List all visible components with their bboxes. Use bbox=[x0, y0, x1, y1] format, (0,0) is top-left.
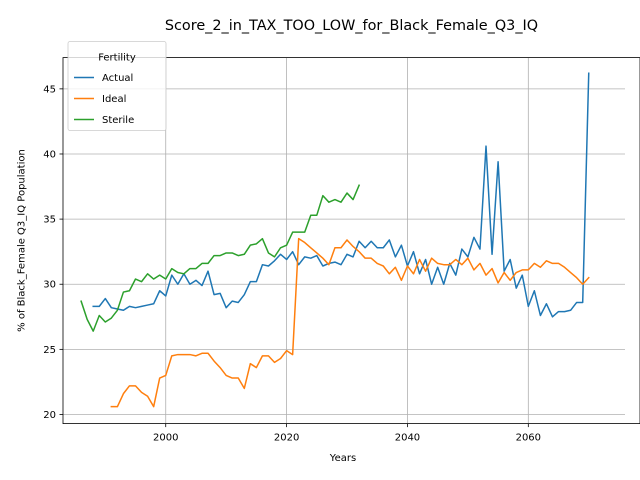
plot-frame bbox=[62, 57, 640, 424]
y-tick-label: 45 bbox=[43, 84, 56, 95]
legend-box bbox=[67, 41, 167, 131]
y-tick-label: 25 bbox=[43, 345, 56, 356]
legend-label-ideal: Ideal bbox=[102, 94, 126, 105]
series-line-sterile bbox=[80, 184, 361, 332]
series-lines bbox=[80, 72, 590, 408]
x-tick-label: 2060 bbox=[516, 433, 541, 444]
x-tick-label: 2000 bbox=[153, 433, 178, 444]
x-axis-ticks: 2000 2020 2040 2060 bbox=[153, 423, 541, 444]
x-tick-label: 2020 bbox=[274, 433, 299, 444]
legend-title: Fertility bbox=[98, 53, 136, 64]
y-tick-label: 20 bbox=[43, 410, 56, 421]
legend: Fertility Actual Ideal Sterile bbox=[67, 41, 167, 131]
series-line-actual bbox=[92, 72, 590, 318]
y-axis-ticks: 20 25 30 35 40 45 bbox=[43, 84, 63, 421]
x-axis-label: Years bbox=[329, 453, 356, 464]
legend-label-sterile: Sterile bbox=[102, 115, 134, 126]
chart-title: Score_2_in_TAX_TOO_LOW_for_Black_Female_… bbox=[165, 18, 538, 34]
series-line-ideal bbox=[110, 237, 590, 408]
y-tick-label: 40 bbox=[43, 149, 56, 160]
y-axis-label: % of Black_Female Q3_IQ Population bbox=[17, 149, 28, 332]
y-tick-label: 30 bbox=[43, 280, 56, 291]
y-tick-label: 35 bbox=[43, 215, 56, 226]
legend-label-actual: Actual bbox=[102, 73, 133, 84]
grid bbox=[63, 57, 625, 424]
x-tick-label: 2040 bbox=[395, 433, 420, 444]
